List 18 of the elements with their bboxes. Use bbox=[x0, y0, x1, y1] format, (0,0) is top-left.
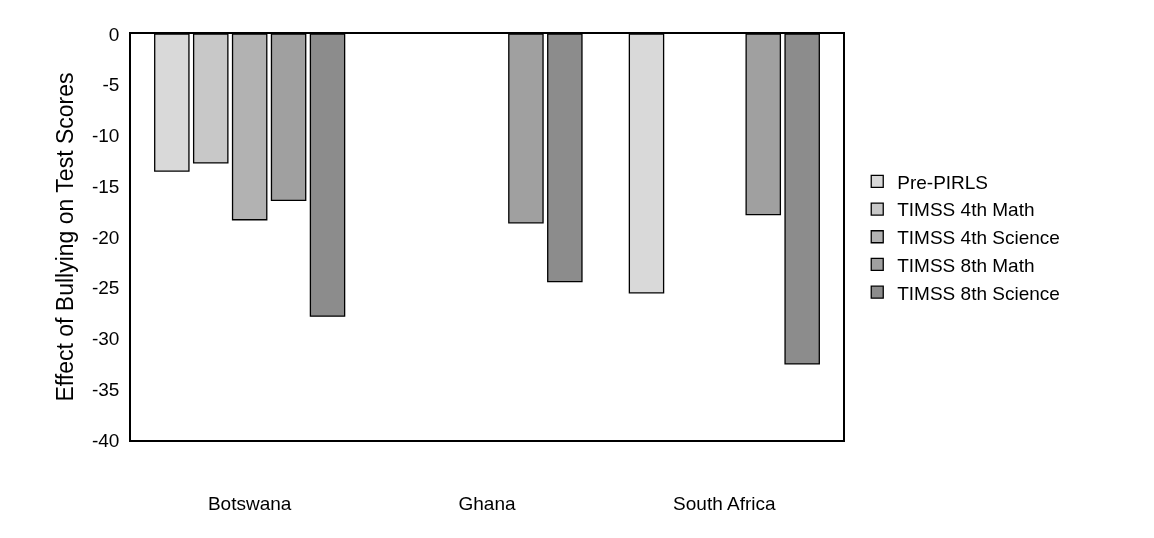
legend-label: Pre-PIRLS bbox=[897, 171, 989, 193]
y-tick-label: 0 bbox=[108, 23, 120, 45]
legend-label: TIMSS 8th Science bbox=[897, 282, 1060, 304]
x-tick-label: South Africa bbox=[673, 492, 776, 514]
y-axis-title: Effect of Bullying on Test Scores bbox=[51, 72, 78, 402]
x-tick-label: Botswana bbox=[207, 492, 292, 514]
y-tick-label: -10 bbox=[91, 125, 120, 147]
y-tick-label: -40 bbox=[91, 429, 120, 451]
legend-label: TIMSS 4th Math bbox=[897, 199, 1035, 221]
y-tick-label: -30 bbox=[91, 328, 120, 350]
x-tick-label: Ghana bbox=[458, 492, 516, 514]
y-tick-label: -20 bbox=[91, 226, 120, 248]
legend-label: TIMSS 8th Math bbox=[897, 254, 1035, 276]
y-tick-label: -5 bbox=[102, 74, 120, 96]
legend-label: TIMSS 4th Science bbox=[897, 227, 1060, 249]
y-tick-label: -15 bbox=[91, 175, 120, 197]
y-tick-label: -25 bbox=[91, 277, 120, 299]
y-tick-label: -35 bbox=[91, 378, 120, 400]
